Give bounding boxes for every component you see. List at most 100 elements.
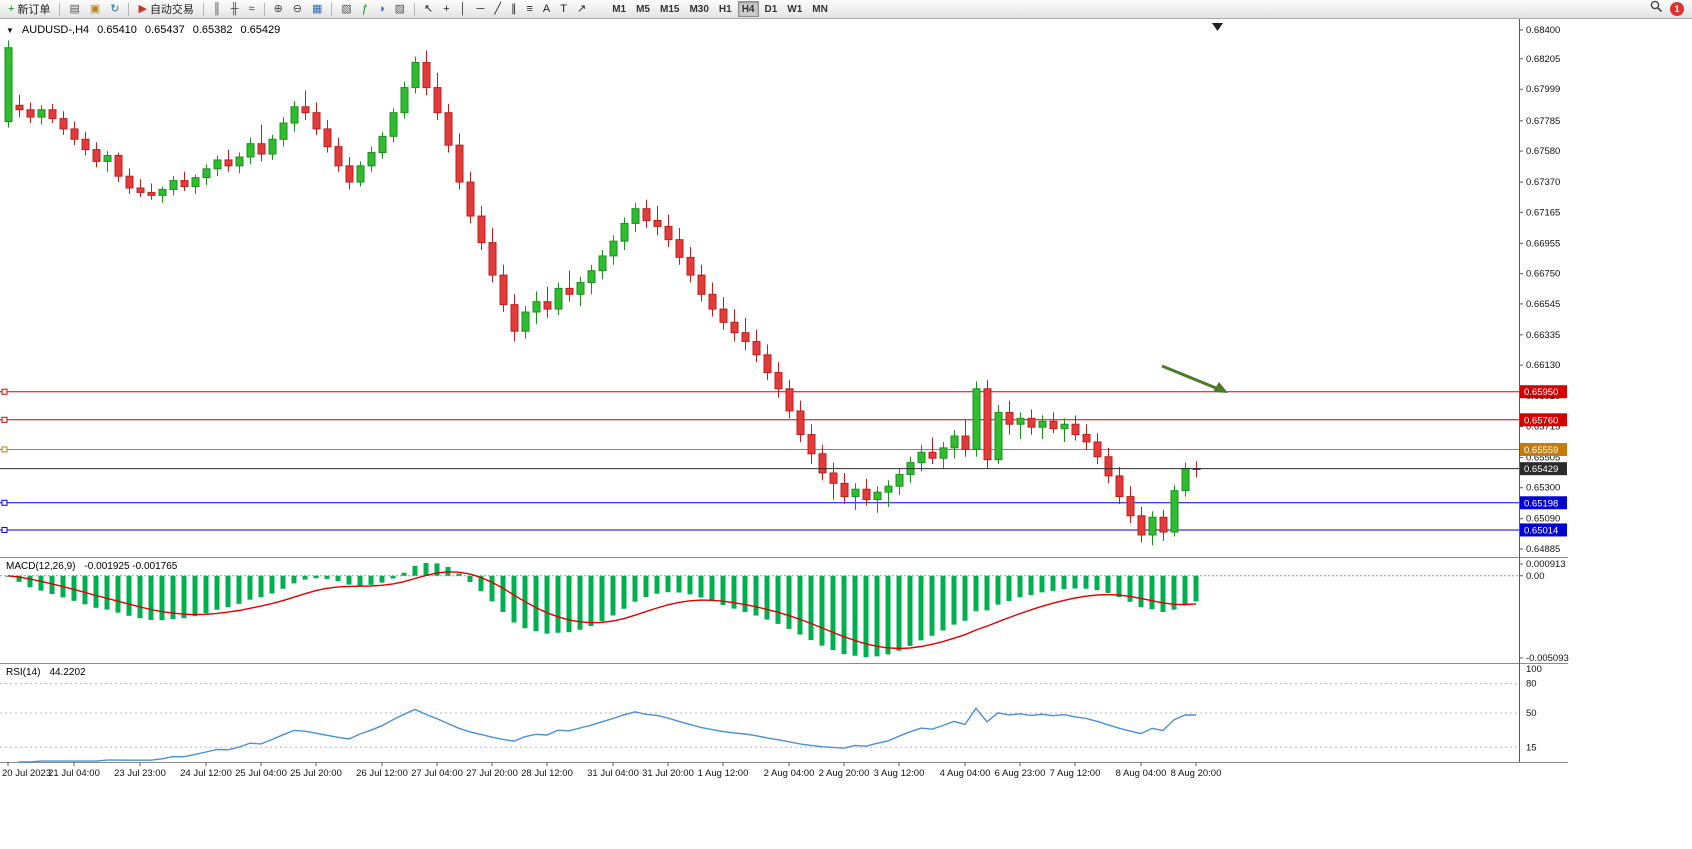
- candle: [796, 410, 805, 436]
- timeframe-m5[interactable]: M5: [632, 1, 654, 17]
- hline-handle[interactable]: [1, 446, 8, 453]
- timeframe-m30[interactable]: M30: [685, 1, 712, 17]
- timeframe-m1[interactable]: M1: [608, 1, 630, 17]
- time-axis-label: 8 Aug 20:00: [1171, 768, 1222, 779]
- templates-button[interactable]: ▨: [391, 1, 409, 17]
- hline-handle[interactable]: [1, 388, 8, 395]
- candle: [422, 61, 431, 89]
- price-axis-label: 0.65300: [1526, 483, 1560, 494]
- arrow-annotation[interactable]: [1161, 364, 1217, 390]
- periods-button[interactable]: ◑: [374, 1, 389, 17]
- horizontal-line-button[interactable]: ─: [473, 1, 489, 17]
- text-label-button[interactable]: T: [556, 1, 571, 17]
- candle: [235, 156, 244, 167]
- line-chart-button[interactable]: ≈: [245, 1, 259, 17]
- autotrade-button[interactable]: ▶ 自动交易: [134, 1, 197, 17]
- candle: [1126, 496, 1135, 517]
- timeframe-mn[interactable]: MN: [808, 1, 832, 17]
- candle: [994, 411, 1003, 461]
- one-click-trading-toggle[interactable]: ▼: [6, 25, 14, 35]
- candle: [851, 488, 860, 498]
- channel-button[interactable]: ∥: [507, 1, 521, 17]
- candle: [444, 112, 453, 146]
- candle: [389, 112, 398, 137]
- candle: [1159, 516, 1168, 533]
- zoom-in-icon: ⊕: [273, 2, 283, 15]
- timeframe-d1[interactable]: D1: [761, 1, 782, 17]
- candle: [59, 118, 68, 130]
- toolbar: + 新订单 ▤ ▣ ↻ ▶ 自动交易 ║ ╫ ≈ ⊕ ⊖ ▦ ▧ ƒ ◑ ▨ ↖ + │ ─ ╱ ∥ ≡ A T ↗ M1 M5 M15…: [0, 0, 1692, 19]
- timeframe-m15[interactable]: M15: [656, 1, 683, 17]
- trendline-icon: ╱: [494, 2, 501, 15]
- arrows-button[interactable]: ↗: [573, 1, 590, 17]
- time-axis-label: 28 Jul 12:00: [521, 768, 573, 779]
- candle: [1093, 441, 1102, 458]
- price-badge: [1520, 462, 1567, 476]
- ohlc-high: 0.65437: [144, 24, 185, 36]
- crosshair-button[interactable]: +: [439, 1, 453, 17]
- candle: [521, 311, 530, 332]
- arrow-annotation-head[interactable]: [1213, 382, 1228, 393]
- hline-handle[interactable]: [1, 526, 8, 533]
- bar-chart-button[interactable]: ║: [209, 1, 225, 17]
- timeframe-buttons: M1 M5 M15 M30 H1 H4 D1 W1 MN: [607, 1, 833, 17]
- zoom-out-button[interactable]: ⊖: [289, 1, 306, 17]
- fibonacci-button[interactable]: ≡: [522, 1, 536, 17]
- toolbar-separator: [331, 2, 333, 16]
- refresh-button[interactable]: ↻: [106, 1, 123, 17]
- zoom-in-button[interactable]: ⊕: [270, 1, 287, 17]
- tile-windows-icon: ▦: [312, 2, 323, 15]
- candle: [708, 293, 717, 310]
- price-axis-label: 0.66130: [1526, 360, 1560, 371]
- candle: [983, 388, 992, 461]
- candle: [1038, 420, 1047, 428]
- time-axis-label: 3 Aug 12:00: [874, 768, 925, 779]
- candle: [1181, 468, 1190, 492]
- hline-handle[interactable]: [1, 499, 8, 506]
- candle: [268, 138, 277, 155]
- price-axis-label: 0.68205: [1526, 54, 1560, 65]
- timeframe-w1[interactable]: W1: [783, 1, 806, 17]
- hline-handle[interactable]: [1, 416, 8, 423]
- vertical-line-button[interactable]: │: [456, 1, 471, 17]
- time-axis-label: 23 Jul 23:00: [114, 768, 166, 779]
- expert-advisors-button[interactable]: ▧: [337, 1, 355, 17]
- profiles-button[interactable]: ▣: [86, 1, 104, 17]
- periods-icon: ◑: [377, 2, 385, 15]
- timeframe-h1[interactable]: H1: [715, 1, 736, 17]
- new-order-button-label: 新订单: [17, 4, 51, 16]
- candle: [1071, 423, 1080, 436]
- candle: [301, 106, 310, 114]
- macd-signal-line: [7, 571, 1197, 650]
- candle: [609, 240, 618, 257]
- trendline-button[interactable]: ╱: [490, 1, 505, 17]
- tile-windows-button[interactable]: ▦: [308, 1, 326, 17]
- candle: [939, 447, 948, 459]
- candle: [290, 106, 299, 124]
- candle: [488, 242, 497, 276]
- candle: [1027, 417, 1036, 428]
- candle: [642, 208, 651, 221]
- new-order-button[interactable]: + 新订单: [4, 1, 54, 17]
- candle: [598, 255, 607, 272]
- candle: [1016, 417, 1025, 425]
- price-axis-label: 0.67165: [1526, 207, 1560, 218]
- indicators-button[interactable]: ƒ: [358, 1, 372, 17]
- macd-axis-label: -0.005093: [1526, 653, 1569, 664]
- candlestick-chart-button[interactable]: ╫: [227, 1, 243, 17]
- text-button[interactable]: A: [539, 1, 554, 17]
- chart-shift-marker[interactable]: [1212, 23, 1223, 31]
- time-axis-label: 26 Jul 12:00: [356, 768, 408, 779]
- search-icon[interactable]: [1650, 0, 1663, 18]
- charts-button[interactable]: ▤: [65, 1, 83, 17]
- timeframe-h4[interactable]: H4: [737, 1, 759, 17]
- templates-icon: ▨: [394, 2, 406, 15]
- cursor-button[interactable]: ↖: [420, 1, 437, 17]
- fibonacci-icon: ≡: [526, 2, 533, 15]
- candle: [48, 109, 57, 120]
- notification-badge[interactable]: 1: [1670, 2, 1684, 16]
- time-axis-label: 4 Aug 04:00: [940, 768, 991, 779]
- candle: [345, 165, 354, 183]
